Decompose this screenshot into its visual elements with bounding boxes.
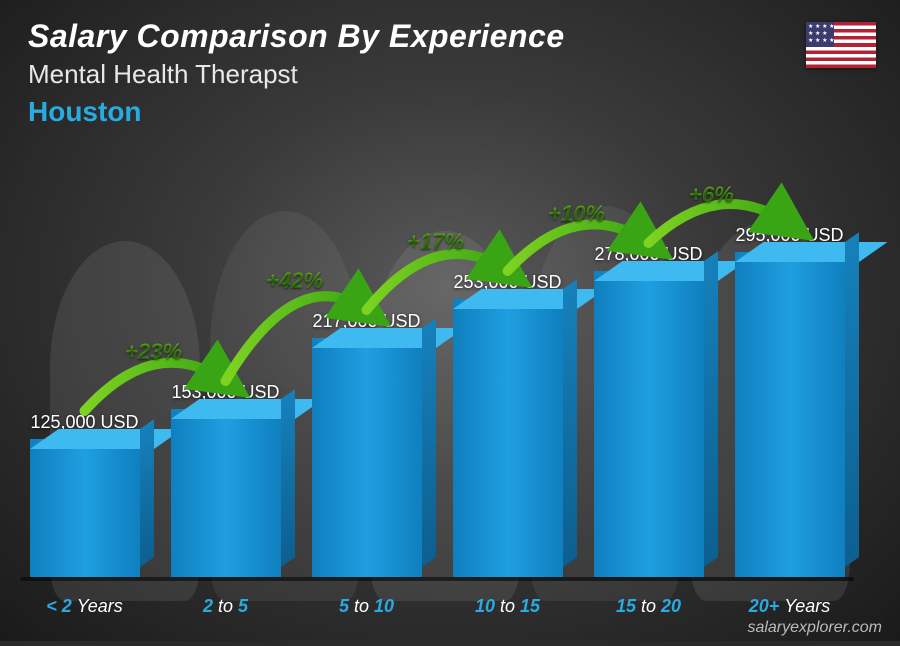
bar-4: 278,000 USD [584,244,713,577]
bar-0: 125,000 USD [20,412,149,577]
header: Salary Comparison By Experience Mental H… [28,18,872,128]
bar-shape [30,439,140,577]
x-label-1: 2 to 5 [161,596,290,617]
bar-3: 253,000 USD [443,272,572,577]
increment-pct-label: +6% [689,182,734,208]
us-flag-icon [806,22,876,68]
chart-base-line [20,577,854,581]
bar-1: 153,000 USD [161,382,290,577]
bar-shape [312,338,422,577]
increment-pct-label: +23% [125,339,182,365]
x-label-5: 20+ Years [725,596,854,617]
increment-pct-label: +42% [266,268,323,294]
x-axis-labels: < 2 Years 2 to 5 5 to 10 10 to 15 15 to 20 20… [20,596,854,617]
bar-shape [594,271,704,577]
x-label-0: < 2 Years [20,596,149,617]
bar-shape [453,299,563,577]
page-subtitle: Mental Health Therapst [28,59,872,90]
bar-2: 217,000 USD [302,311,431,577]
page-title: Salary Comparison By Experience [28,18,872,55]
footer-attribution: salaryexplorer.com [747,619,882,637]
bar-shape [735,252,845,577]
bar-5: 295,000 USD [725,225,854,577]
city-label: Houston [28,96,872,128]
infographic-canvas: Salary Comparison By Experience Mental H… [0,0,900,641]
x-label-4: 15 to 20 [584,596,713,617]
x-label-2: 5 to 10 [302,596,431,617]
increment-pct-label: +10% [548,201,605,227]
bar-shape [171,409,281,577]
increment-pct-label: +17% [407,229,464,255]
x-label-3: 10 to 15 [443,596,572,617]
